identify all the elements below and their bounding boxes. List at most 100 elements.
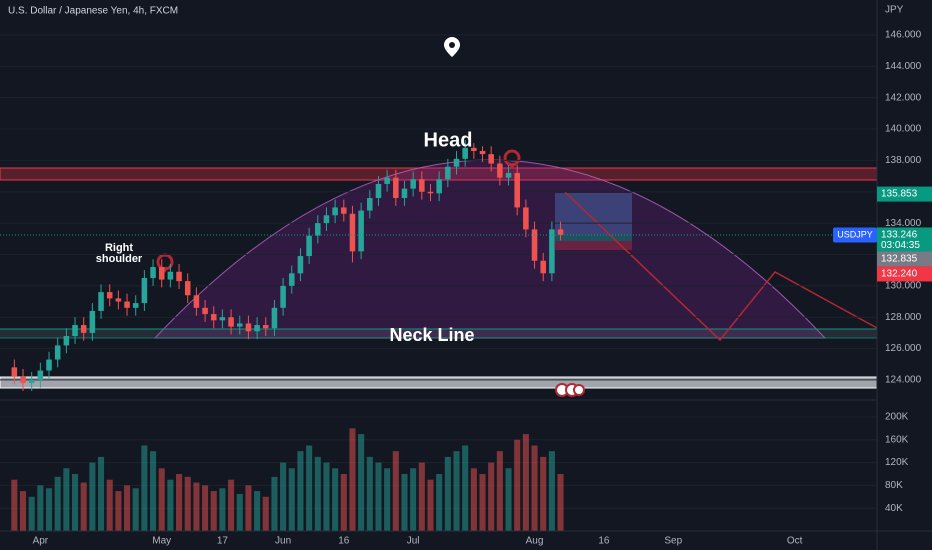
chart-title: U.S. Dollar / Japanese Yen, 4h, FXCM (8, 6, 178, 17)
symbol-label: USDJPY (837, 229, 873, 239)
head-pin (503, 149, 521, 169)
position-target (555, 193, 632, 235)
candle-body (228, 317, 234, 327)
volume-bar (106, 479, 113, 531)
candle-body (89, 310, 96, 333)
volume-bar (141, 445, 148, 531)
y-tick-label: 140.000 (885, 124, 922, 135)
candle-body (262, 325, 269, 329)
volume-bar (19, 491, 27, 531)
candle-body (132, 303, 139, 308)
volume-bar (392, 451, 399, 531)
candle-body (332, 207, 338, 216)
candle-body (479, 150, 486, 155)
candle-body (471, 147, 477, 151)
volume-bar (167, 479, 174, 531)
volume-bar (444, 456, 451, 531)
candle-body (176, 271, 182, 282)
volume-bar (80, 482, 87, 531)
y-tick-label: 124.000 (885, 375, 922, 386)
volume-bar (314, 456, 321, 531)
volume-bar (384, 468, 391, 531)
volume-bar (453, 451, 460, 531)
candle-body (419, 179, 425, 192)
y-tick-label: 142.000 (885, 92, 922, 103)
volume-bar (505, 468, 512, 531)
candle-body (63, 336, 70, 346)
candle-body (531, 229, 538, 261)
countdown-label: 03:04:35 (881, 240, 920, 251)
price-tag-label: 133.246 (881, 230, 918, 241)
candle-body (106, 292, 113, 299)
volume-bar (531, 445, 538, 531)
y-tick-label: 128.000 (885, 312, 922, 323)
volume-bar (323, 462, 330, 531)
candle-body (540, 260, 546, 274)
candle-body (497, 163, 503, 178)
y2-tick-label: 200K (885, 412, 909, 423)
y-tick-label: 146.000 (885, 30, 922, 41)
volume-bar (548, 451, 555, 531)
volume-bar (271, 476, 278, 531)
candle-body (384, 177, 390, 184)
volume-bar (193, 482, 200, 531)
price-tag-label: 135.853 (881, 189, 918, 200)
x-tick-label: Apr (33, 536, 49, 547)
candle-body (98, 292, 104, 311)
volume-bar (540, 456, 547, 531)
candle-body (245, 323, 252, 332)
volume-bar (418, 462, 425, 531)
volume-bar (479, 473, 486, 531)
volume-bar (496, 451, 503, 531)
volume-bar (37, 485, 44, 531)
candle-body (549, 229, 555, 274)
candle-body (271, 307, 278, 329)
candle-body (375, 183, 382, 199)
volume-bar (11, 479, 18, 531)
volume-bar (427, 479, 434, 531)
x-tick-label: 16 (338, 536, 350, 547)
volume-bar (28, 496, 35, 531)
volume-bar (358, 434, 365, 531)
candle-body (219, 317, 226, 321)
y-tick-label: 138.000 (885, 155, 922, 166)
volume-bar (254, 491, 261, 531)
candle-body (323, 215, 330, 224)
volume-bar (158, 468, 165, 531)
volume-bar (184, 476, 191, 531)
volume-bar (63, 468, 70, 531)
volume-bar (236, 493, 243, 531)
volume-bar (366, 456, 373, 531)
candle-body (306, 235, 312, 257)
volume-bar (45, 488, 53, 531)
y-tick-label: 144.000 (885, 61, 922, 72)
candle-body (341, 207, 347, 214)
candle-body (46, 359, 52, 371)
candle-body (115, 298, 122, 302)
candle-body (254, 325, 260, 332)
candle-body (488, 154, 494, 164)
event-icons (555, 383, 585, 397)
candle-body (193, 295, 200, 308)
projection-path (564, 191, 878, 342)
volume-bar (306, 445, 313, 531)
volume-bar (514, 439, 521, 531)
candle-body (124, 301, 130, 308)
position-profit (555, 235, 632, 241)
candle-body (462, 147, 468, 159)
candle-body (11, 367, 18, 377)
volume-bar (332, 468, 339, 531)
location-pin (444, 37, 460, 57)
shoulder-label: shoulder (96, 253, 143, 265)
candle-body (410, 179, 416, 189)
price-tag-label: 132.835 (881, 254, 918, 265)
x-tick-label: Jul (407, 536, 420, 547)
candle-body (514, 172, 520, 208)
candle-body (367, 198, 373, 211)
volume-bar (124, 485, 131, 531)
volume-bar (349, 428, 356, 531)
candle-body (37, 370, 44, 380)
candle-body (80, 325, 87, 333)
marks (0, 34, 877, 531)
candle-body (436, 179, 442, 194)
